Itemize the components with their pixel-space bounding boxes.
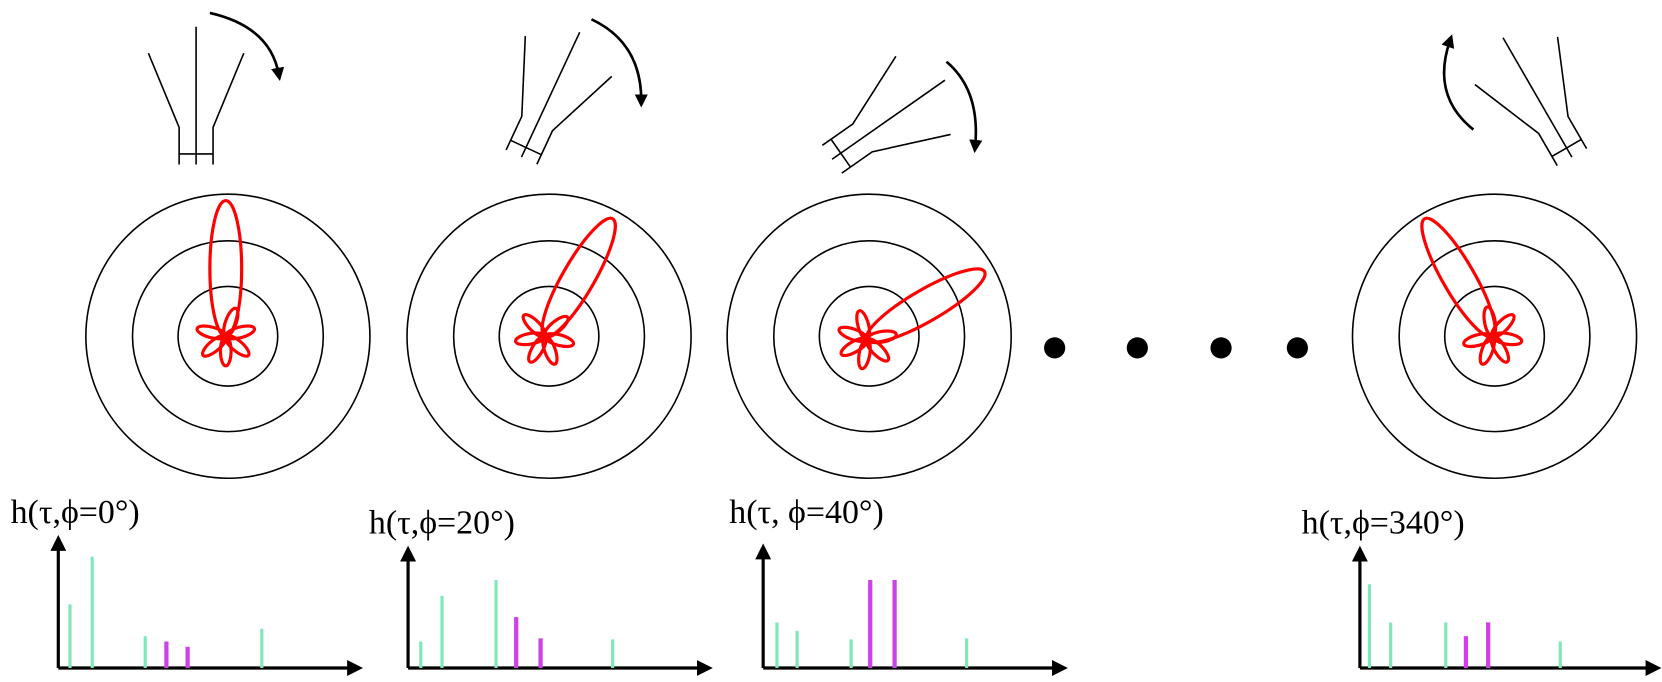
- panel-label: h(τ, ϕ=40°): [729, 494, 884, 531]
- rotation-arrow: [210, 13, 1473, 147]
- panel-label: h(τ,ϕ=20°): [369, 504, 515, 541]
- impulse: [70, 557, 1560, 668]
- polar-pattern: [86, 194, 1637, 478]
- panel-label: h(τ,ϕ=0°): [11, 494, 140, 531]
- ellipsis-dots: [1044, 337, 1308, 358]
- horn: [148, 12, 1613, 198]
- impulse-axes: [58, 543, 1653, 668]
- diagram: h(τ,ϕ=0°) h(τ,ϕ=20°) h(τ, ϕ=40°) h(τ,ϕ=3…: [0, 0, 1662, 682]
- panel-label: h(τ,ϕ=340°): [1302, 504, 1465, 541]
